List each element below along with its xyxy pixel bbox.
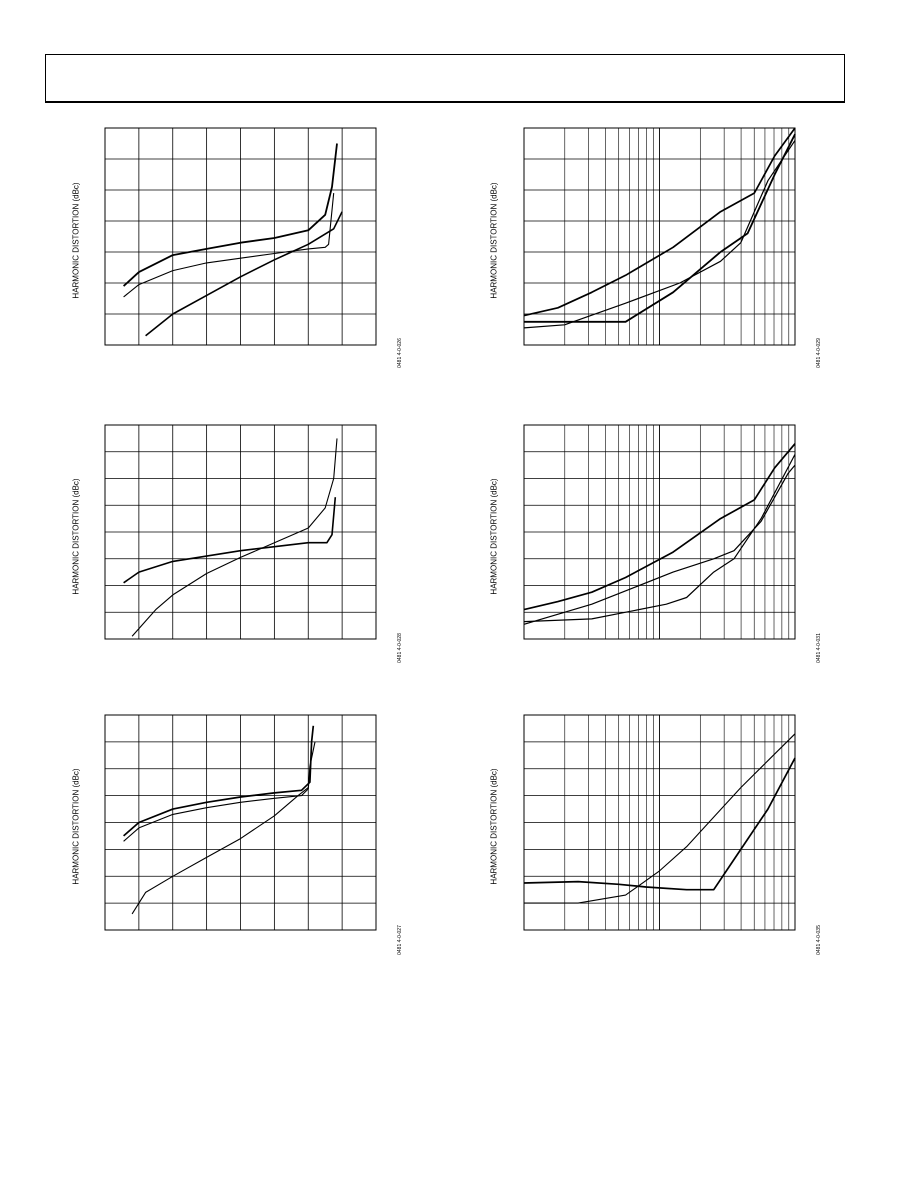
series-line-2 — [123, 193, 335, 298]
chart-panel-5 — [104, 714, 377, 931]
grid — [105, 128, 376, 345]
grid — [105, 715, 376, 930]
figure-id: 0481 4-0-028 — [397, 633, 403, 663]
chart-svg — [523, 127, 796, 346]
chart-panel-2 — [523, 127, 796, 346]
figure-id: 0481 4-0-035 — [816, 925, 822, 955]
grid — [524, 425, 795, 639]
chart-panel-4 — [523, 424, 796, 640]
series-line-3 — [145, 211, 343, 337]
page-header-box — [45, 54, 845, 103]
y-axis-label: HARMONIC DISTORTION (dBc) — [71, 478, 81, 595]
series-line-2 — [524, 733, 796, 904]
chart-panel-1 — [104, 127, 377, 346]
figure-id: 0481 4-0-026 — [397, 338, 403, 368]
series-line-2 — [131, 438, 338, 637]
plot-frame — [523, 127, 796, 346]
series-line-1 — [122, 143, 338, 287]
y-axis-label: HARMONIC DISTORTION (dBc) — [489, 478, 499, 595]
plot-frame — [523, 424, 796, 640]
chart-panel-6 — [523, 714, 796, 931]
chart-svg — [523, 714, 796, 931]
series-line-1 — [123, 725, 315, 837]
y-axis-label: HARMONIC DISTORTION (dBc) — [71, 768, 81, 885]
series-line-1 — [523, 127, 796, 317]
series-line-3 — [524, 133, 796, 323]
series-line-1 — [123, 497, 337, 584]
series-line-3 — [131, 787, 309, 915]
y-axis-label: HARMONIC DISTORTION (dBc) — [489, 768, 499, 885]
chart-svg — [523, 424, 796, 640]
y-axis-label: HARMONIC DISTORTION (dBc) — [489, 182, 499, 299]
grid — [105, 425, 376, 639]
series-line-1 — [523, 443, 796, 611]
chart-panel-3 — [104, 424, 377, 640]
series-line-2 — [123, 741, 316, 842]
grid — [524, 715, 795, 930]
series-line-3 — [523, 454, 796, 623]
plot-frame — [104, 424, 377, 640]
figure-id: 0481 4-0-027 — [397, 925, 403, 955]
figure-id: 0481 4-0-029 — [816, 338, 822, 368]
figure-id: 0481 4-0-031 — [816, 633, 822, 663]
plot-frame — [104, 714, 377, 931]
plot-frame — [104, 127, 377, 346]
chart-svg — [104, 424, 377, 640]
series-line-2 — [523, 464, 796, 625]
chart-svg — [104, 127, 377, 346]
series-line-1 — [523, 757, 796, 891]
grid — [524, 128, 795, 345]
chart-svg — [104, 714, 377, 931]
y-axis-label: HARMONIC DISTORTION (dBc) — [71, 182, 81, 299]
plot-frame — [523, 714, 796, 931]
